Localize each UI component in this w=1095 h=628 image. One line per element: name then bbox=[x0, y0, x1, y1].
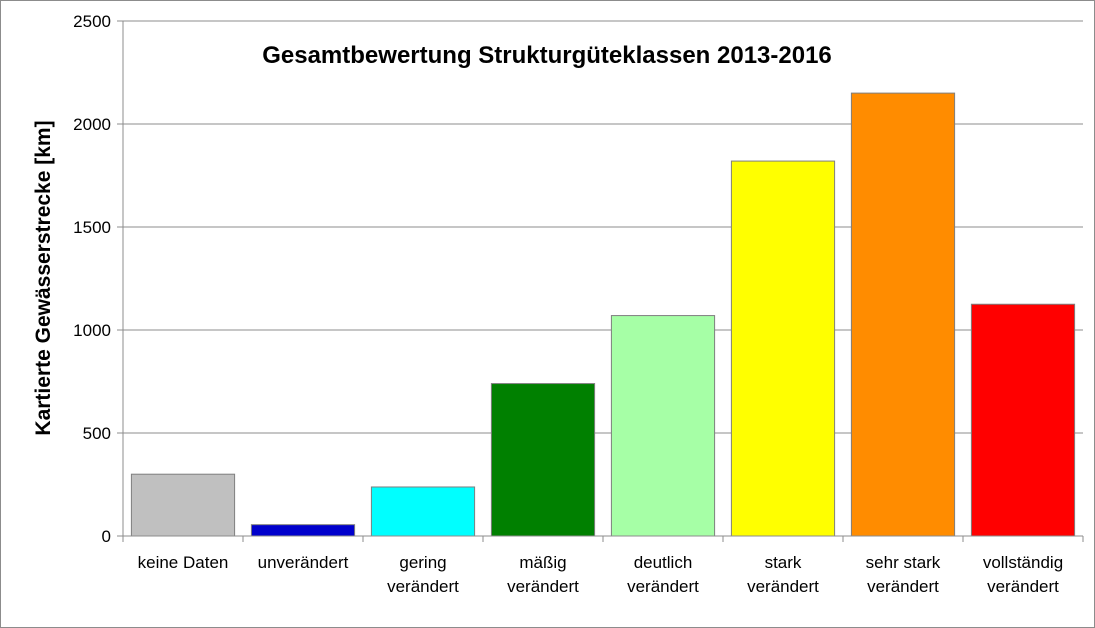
x-category-label: stark bbox=[765, 553, 802, 572]
x-category-label: mäßig bbox=[519, 553, 566, 572]
x-category-label: verändert bbox=[987, 577, 1059, 596]
y-tick-label: 500 bbox=[83, 424, 111, 443]
y-tick-label: 2000 bbox=[73, 115, 111, 134]
chart-title: Gesamtbewertung Strukturgüteklassen 2013… bbox=[262, 42, 832, 69]
y-tick-label: 1500 bbox=[73, 218, 111, 237]
x-category-label: unverändert bbox=[258, 553, 349, 572]
x-category-label: verändert bbox=[627, 577, 699, 596]
x-category-label: verändert bbox=[867, 577, 939, 596]
bar bbox=[250, 524, 356, 537]
y-tick-label: 2500 bbox=[73, 12, 111, 31]
bar bbox=[130, 473, 236, 537]
x-category-label: verändert bbox=[507, 577, 579, 596]
bar bbox=[970, 303, 1076, 537]
y-tick-labels: 0 500 1000 1500 2000 2500 bbox=[73, 12, 111, 546]
x-category-label: deutlich bbox=[634, 553, 693, 572]
bar bbox=[730, 160, 836, 537]
y-tick-label: 0 bbox=[102, 527, 111, 546]
bar bbox=[610, 315, 716, 537]
y-tick-label: 1000 bbox=[73, 321, 111, 340]
x-category-labels: keine Daten unverändert gering verändert mäß… bbox=[138, 553, 1064, 596]
bars bbox=[130, 92, 1076, 537]
axes bbox=[117, 20, 1084, 542]
bar bbox=[850, 92, 956, 537]
bar bbox=[490, 383, 596, 537]
x-category-label: gering bbox=[399, 553, 446, 572]
x-category-label: verändert bbox=[747, 577, 819, 596]
x-category-label: vollständig bbox=[983, 553, 1063, 572]
x-category-label: sehr stark bbox=[866, 553, 941, 572]
x-category-label: verändert bbox=[387, 577, 459, 596]
bar bbox=[370, 486, 476, 537]
x-category-label: keine Daten bbox=[138, 553, 229, 572]
y-axis-label: Kartierte Gewässerstrecke [km] bbox=[32, 120, 55, 435]
